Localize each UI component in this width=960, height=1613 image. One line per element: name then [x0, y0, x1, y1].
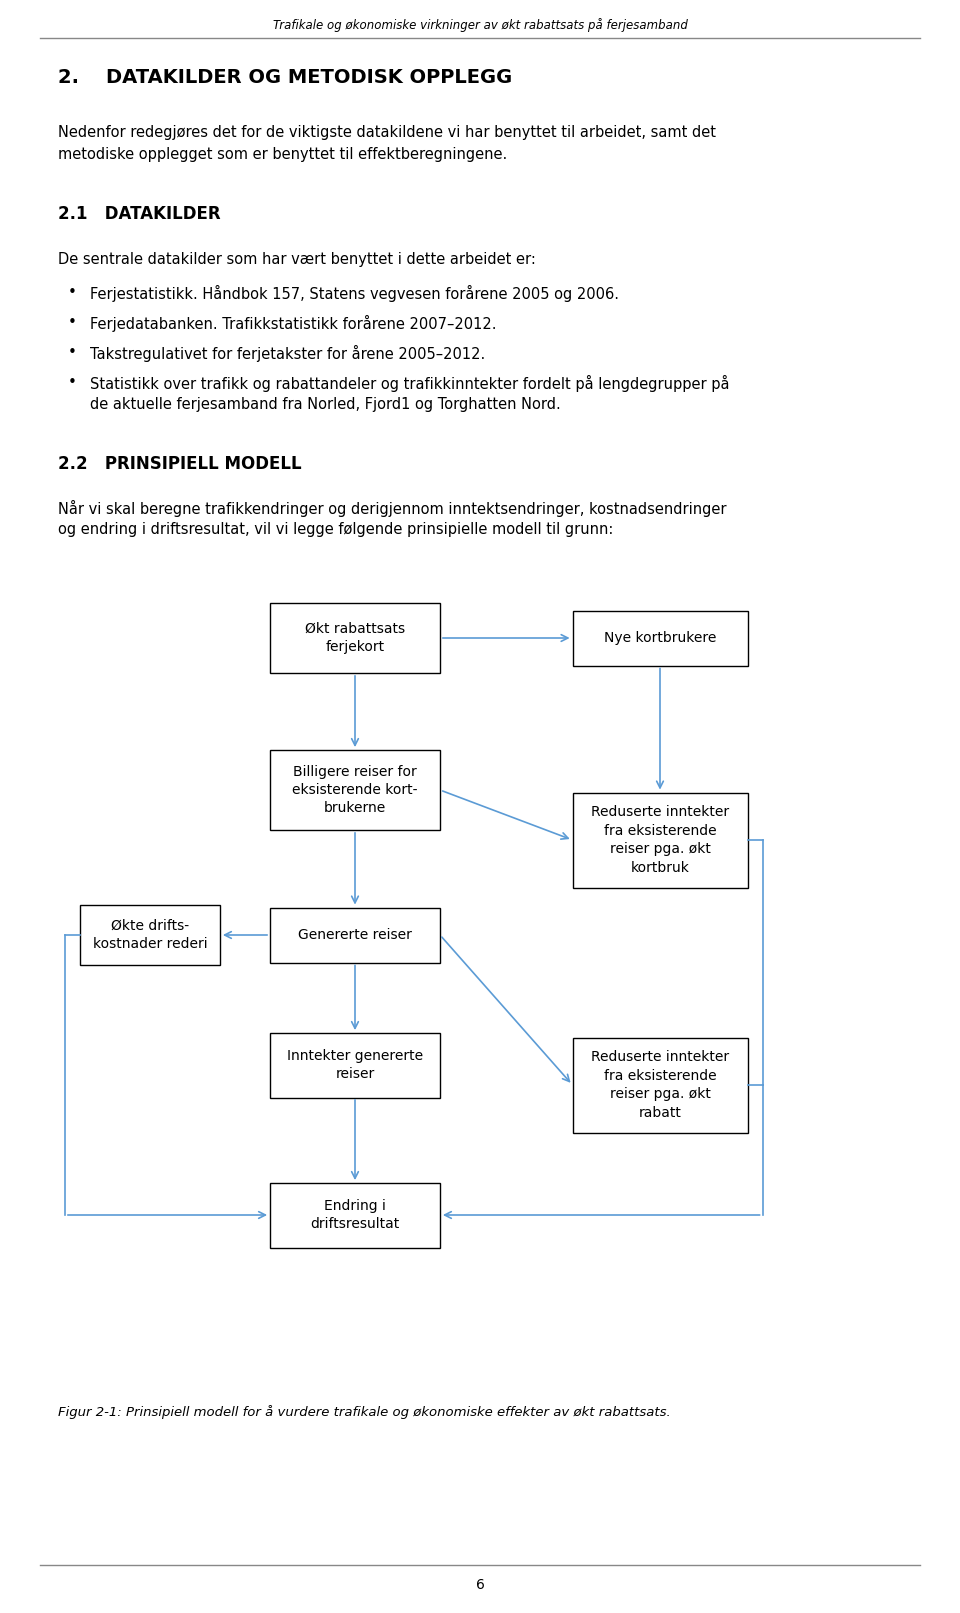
Text: Når vi skal beregne trafikkendringer og derigjennom inntektsendringer, kostnadse: Når vi skal beregne trafikkendringer og …: [58, 500, 727, 518]
Text: 2.2   PRINSIPIELL MODELL: 2.2 PRINSIPIELL MODELL: [58, 455, 301, 473]
Text: Reduserte inntekter
fra eksisterende
reiser pga. økt
rabatt: Reduserte inntekter fra eksisterende rei…: [591, 1050, 729, 1119]
Text: metodiske opplegget som er benyttet til effektberegningene.: metodiske opplegget som er benyttet til …: [58, 147, 507, 161]
Text: •: •: [68, 345, 77, 360]
FancyBboxPatch shape: [270, 603, 440, 673]
FancyBboxPatch shape: [270, 750, 440, 831]
Text: •: •: [68, 286, 77, 300]
Text: •: •: [68, 374, 77, 390]
Text: Ferjedatabanken. Trafikkstatistikk forårene 2007–2012.: Ferjedatabanken. Trafikkstatistikk forår…: [90, 315, 496, 332]
Text: Endring i
driftsresultat: Endring i driftsresultat: [310, 1198, 399, 1231]
Text: og endring i driftsresultat, vil vi legge følgende prinsipielle modell til grunn: og endring i driftsresultat, vil vi legg…: [58, 523, 613, 537]
FancyBboxPatch shape: [572, 610, 748, 666]
Text: Takstregulativet for ferjetakster for årene 2005–2012.: Takstregulativet for ferjetakster for år…: [90, 345, 485, 361]
Text: De sentrale datakilder som har vært benyttet i dette arbeidet er:: De sentrale datakilder som har vært beny…: [58, 252, 536, 268]
Text: Inntekter genererte
reiser: Inntekter genererte reiser: [287, 1048, 423, 1081]
FancyBboxPatch shape: [270, 908, 440, 963]
Text: Billigere reiser for
eksisterende kort-
brukerne: Billigere reiser for eksisterende kort- …: [292, 765, 418, 816]
Text: Økte drifts-
kostnader rederi: Økte drifts- kostnader rederi: [93, 919, 207, 952]
Text: Ferjestatistikk. Håndbok 157, Statens vegvesen forårene 2005 og 2006.: Ferjestatistikk. Håndbok 157, Statens ve…: [90, 286, 619, 302]
Text: Trafikale og økonomiske virkninger av økt rabattsats på ferjesamband: Trafikale og økonomiske virkninger av øk…: [273, 18, 687, 32]
FancyBboxPatch shape: [572, 1037, 748, 1132]
Text: de aktuelle ferjesamband fra Norled, Fjord1 og Torghatten Nord.: de aktuelle ferjesamband fra Norled, Fjo…: [90, 397, 561, 411]
Text: 6: 6: [475, 1578, 485, 1592]
Text: Genererte reiser: Genererte reiser: [298, 927, 412, 942]
Text: Statistikk over trafikk og rabattandeler og trafikkinntekter fordelt på lengdegr: Statistikk over trafikk og rabattandeler…: [90, 374, 730, 392]
Text: 2.    DATAKILDER OG METODISK OPPLEGG: 2. DATAKILDER OG METODISK OPPLEGG: [58, 68, 513, 87]
Text: 2.1   DATAKILDER: 2.1 DATAKILDER: [58, 205, 221, 223]
Text: Reduserte inntekter
fra eksisterende
reiser pga. økt
kortbruk: Reduserte inntekter fra eksisterende rei…: [591, 805, 729, 874]
FancyBboxPatch shape: [270, 1032, 440, 1097]
Text: Nedenfor redegjøres det for de viktigste datakildene vi har benyttet til arbeide: Nedenfor redegjøres det for de viktigste…: [58, 124, 716, 140]
Text: Økt rabattsats
ferjekort: Økt rabattsats ferjekort: [305, 621, 405, 655]
Text: Figur 2-1: Prinsipiell modell for å vurdere trafikale og økonomiske effekter av : Figur 2-1: Prinsipiell modell for å vurd…: [58, 1405, 671, 1419]
FancyBboxPatch shape: [270, 1182, 440, 1247]
Text: Nye kortbrukere: Nye kortbrukere: [604, 631, 716, 645]
FancyBboxPatch shape: [80, 905, 220, 965]
Text: •: •: [68, 315, 77, 331]
FancyBboxPatch shape: [572, 792, 748, 887]
